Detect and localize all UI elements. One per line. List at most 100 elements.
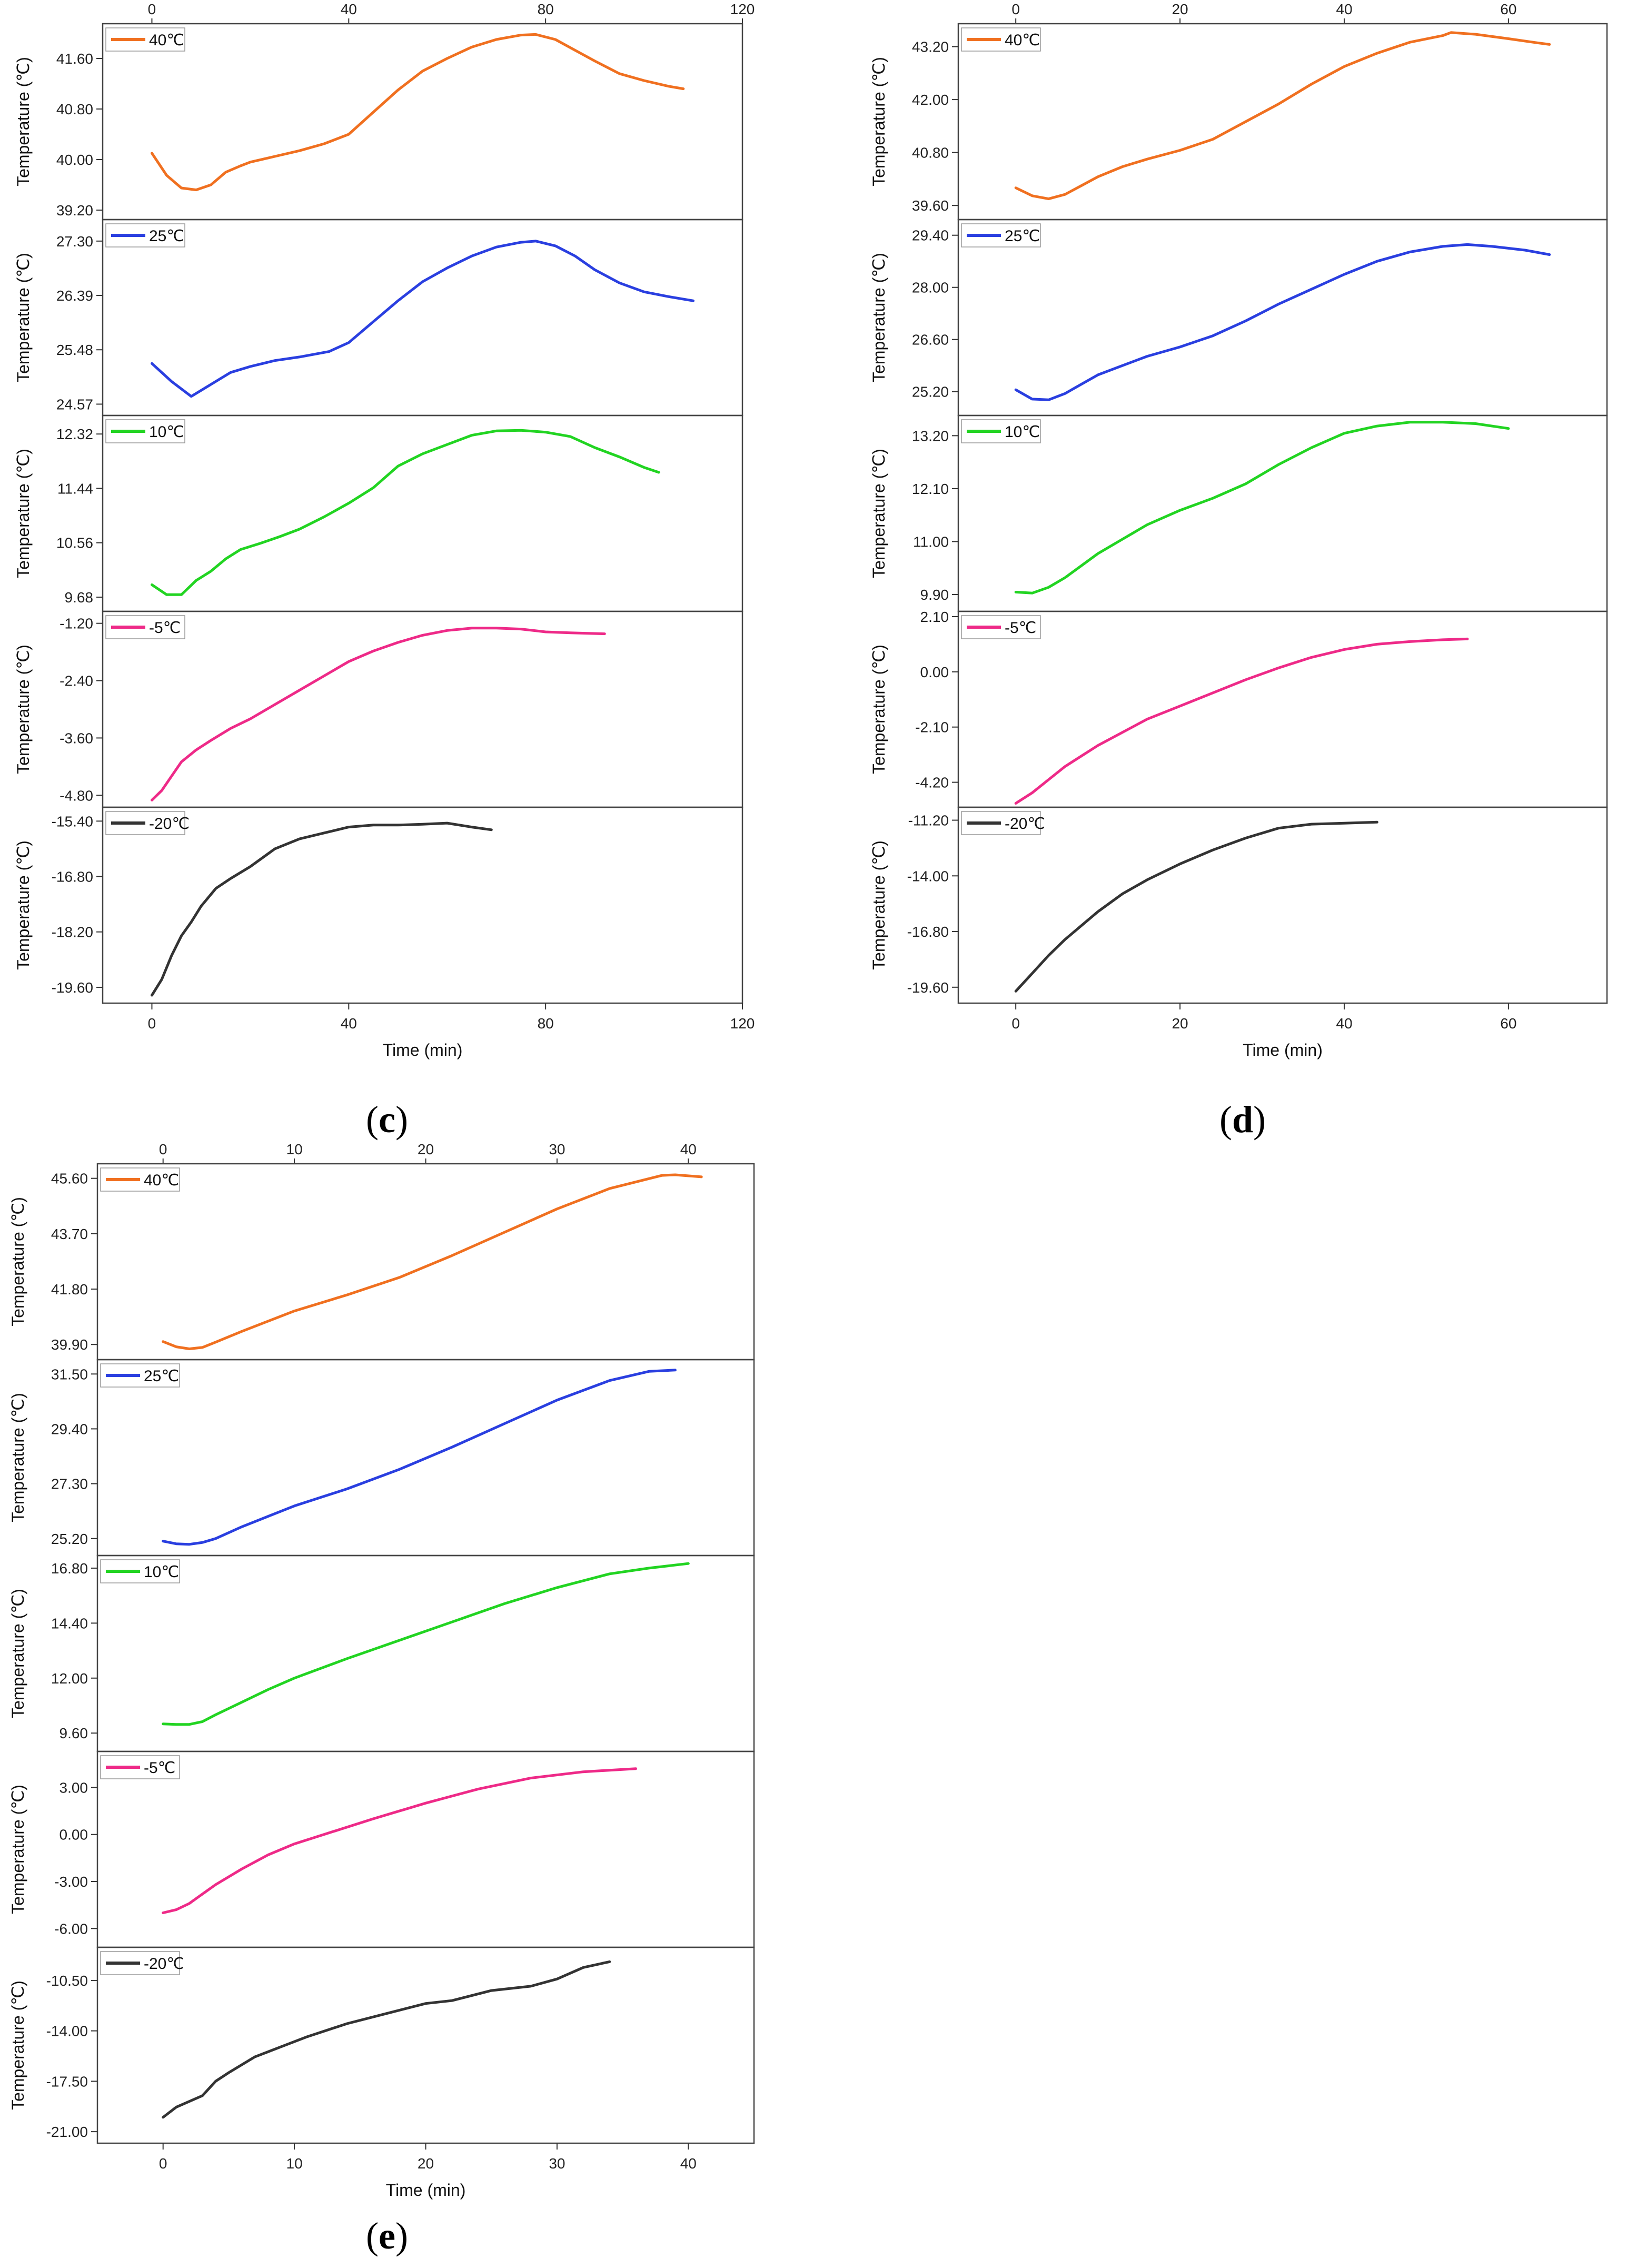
y-tick-label: 9.68 (65, 589, 94, 606)
legend-label: 40℃ (144, 1172, 179, 1189)
top-x-tick-label: 40 (1336, 1, 1352, 17)
top-x-tick-label: 120 (730, 1, 755, 17)
y-tick-label: 12.10 (912, 481, 949, 497)
bottom-x-tick-label: 10 (286, 2155, 303, 2172)
panel-caption: (c) (366, 1098, 408, 1141)
y-tick-label: 11.00 (913, 533, 949, 550)
subplot-d-2: 9.90 11.00 12.10 13.20 Temperature (℃) 10℃ (869, 414, 1608, 612)
y-tick-label: -17.50 (46, 2073, 88, 2089)
legend-label: 40℃ (149, 32, 184, 49)
series-line (1014, 637, 1469, 805)
top-x-tick-label: 80 (538, 1, 554, 17)
top-x-tick-label: 10 (286, 1141, 303, 1157)
legend-label: 25℃ (1005, 227, 1040, 245)
bottom-x-tick-label: 0 (148, 1015, 156, 1032)
legend-label: -20℃ (149, 815, 190, 833)
y-tick-label: 12.32 (56, 426, 93, 442)
y-tick-label: 9.90 (920, 587, 949, 603)
caption-letter: c (379, 1098, 395, 1141)
subplot-frame (957, 23, 1608, 221)
subplot-d-0: 39.60 40.80 42.00 43.20 Temperature (℃) 40℃ (869, 23, 1608, 221)
series-line (151, 627, 606, 801)
y-tick-label: 2.10 (920, 609, 949, 625)
series-line (1014, 421, 1510, 595)
bottom-x-tick-label: 30 (549, 2155, 565, 2172)
bottom-x-tick-label: 60 (1500, 1015, 1516, 1032)
y-tick-label: -14.00 (907, 868, 949, 884)
y-tick-label: 25.48 (56, 342, 93, 358)
y-tick-label: 40.80 (912, 145, 949, 161)
y-tick-label: -19.60 (907, 979, 949, 996)
y-tick-label: 10.56 (56, 535, 93, 551)
y-axis-title: Temperature (℃) (14, 57, 33, 186)
subplot-d-1: 25.20 26.60 28.00 29.40 Temperature (℃) 25℃ (869, 219, 1608, 417)
bottom-x-tick-label: 20 (1172, 1015, 1188, 1032)
y-tick-label: 26.39 (56, 288, 93, 304)
series-line (162, 1960, 611, 2119)
chart-panel-c: 0 40 80 120 39.20 40.00 40.80 41.60 Temperature … (14, 1, 755, 1141)
y-axis-title: Temperature (℃) (14, 253, 33, 382)
caption-open-paren: ( (366, 1098, 379, 1141)
series-line (162, 1767, 637, 1914)
bottom-x-tick-label: 0 (159, 2155, 167, 2172)
y-tick-label: 25.20 (51, 1531, 88, 1547)
y-tick-label: 28.00 (912, 280, 949, 296)
y-tick-label: -14.00 (46, 2023, 88, 2039)
bottom-x-tick-label: 40 (1336, 1015, 1352, 1032)
y-tick-label: 45.60 (51, 1171, 88, 1187)
y-tick-label: -15.40 (52, 813, 93, 829)
legend-label: 10℃ (144, 1563, 179, 1581)
y-tick-label: 0.00 (59, 1827, 88, 1843)
subplot-c-3: -4.80 -3.60 -2.40 -1.20 Temperature (℃) -5℃ (14, 610, 743, 808)
top-x-tick-label: 0 (148, 1, 156, 17)
y-tick-label: 42.00 (912, 92, 949, 108)
y-tick-label: -19.60 (52, 979, 93, 996)
caption-open-paren: ( (366, 2215, 379, 2257)
y-tick-label: -2.40 (59, 673, 93, 689)
top-x-tick-label: 30 (549, 1141, 565, 1157)
panel-caption: (d) (1219, 1098, 1266, 1141)
subplot-frame (957, 806, 1608, 1004)
legend-label: 10℃ (149, 423, 184, 441)
bottom-x-tick-label: 80 (538, 1015, 554, 1032)
y-tick-label: 13.20 (912, 428, 949, 444)
y-axis-title: Temperature (℃) (8, 1393, 27, 1522)
subplot-frame (102, 806, 743, 1004)
series-line (1014, 31, 1551, 201)
y-tick-label: -2.10 (915, 719, 949, 736)
y-axis-title: Temperature (℃) (14, 645, 33, 774)
y-tick-label: 0.00 (920, 664, 949, 680)
y-tick-label: 40.00 (56, 152, 93, 168)
y-tick-label: -10.50 (46, 1973, 88, 1989)
caption-letter: d (1232, 1098, 1253, 1141)
y-axis-title: Temperature (℃) (8, 1980, 27, 2110)
subplot-c-2: 9.68 10.56 11.44 12.32 Temperature (℃) 10℃ (14, 414, 743, 612)
y-tick-label: -3.60 (59, 730, 93, 746)
series-line (151, 821, 493, 997)
series-line (162, 1173, 703, 1350)
y-tick-label: 16.80 (51, 1560, 88, 1577)
legend-label: 40℃ (1005, 32, 1040, 49)
caption-close-paren: ) (395, 1098, 408, 1141)
y-tick-label: 41.80 (51, 1281, 88, 1298)
series-line (151, 33, 685, 192)
x-axis-title: Time (min) (1243, 1041, 1323, 1059)
y-tick-label: -16.80 (52, 869, 93, 885)
legend-label: -5℃ (1005, 619, 1036, 637)
top-x-tick-label: 40 (341, 1, 357, 17)
y-tick-label: 40.80 (56, 101, 93, 117)
bottom-x-tick-label: 40 (680, 2155, 697, 2172)
legend-label: 10℃ (1005, 423, 1040, 441)
bottom-x-tick-label: 120 (730, 1015, 755, 1032)
subplot-e-2: 9.60 12.00 14.40 16.80 Temperature (℃) 10℃ (8, 1554, 755, 1752)
y-tick-label: 9.60 (59, 1725, 88, 1741)
caption-close-paren: ) (1253, 1098, 1266, 1141)
top-x-tick-label: 20 (418, 1141, 434, 1157)
y-tick-label: 27.30 (56, 233, 93, 250)
y-tick-label: 29.40 (51, 1421, 88, 1437)
y-axis-title: Temperature (℃) (869, 840, 888, 970)
top-x-tick-label: 0 (1011, 1, 1020, 17)
top-x-tick-label: 60 (1500, 1, 1516, 17)
caption-letter: e (379, 2215, 395, 2257)
